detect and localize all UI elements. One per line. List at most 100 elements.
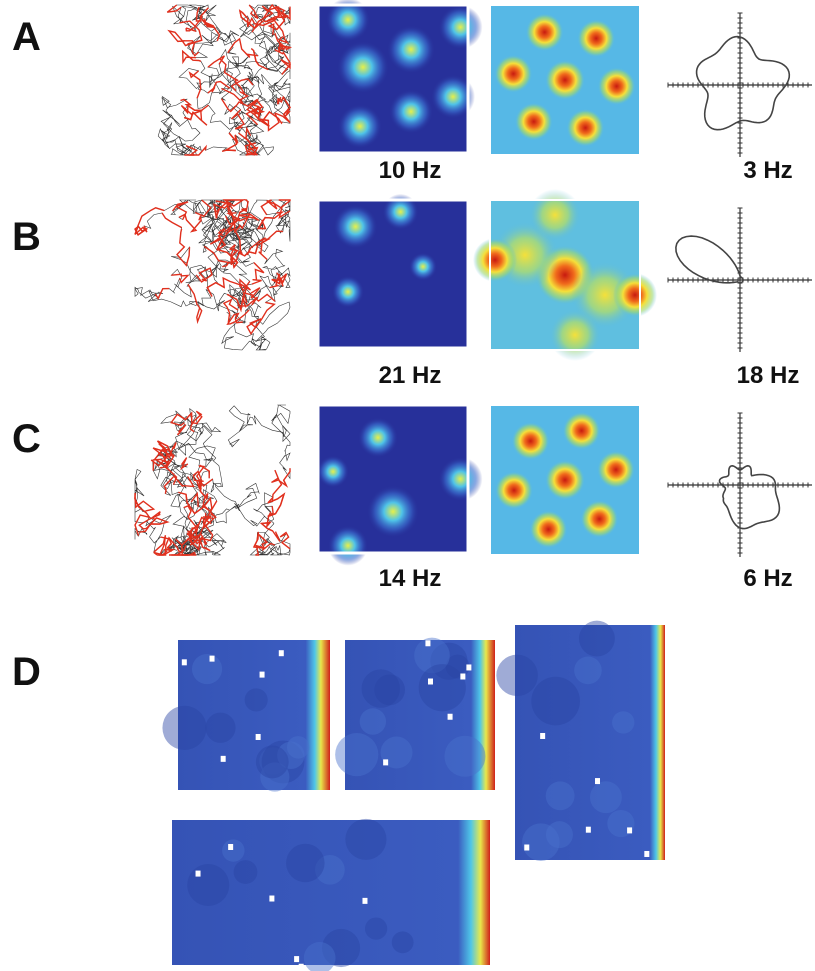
spike-path bbox=[176, 228, 191, 267]
spike-path bbox=[278, 41, 291, 53]
rate-map-edge bbox=[316, 403, 470, 555]
unvisited-bin bbox=[460, 673, 466, 680]
polar-tuning-curve bbox=[695, 35, 791, 131]
spike-path bbox=[259, 521, 281, 542]
spike-path bbox=[171, 201, 189, 220]
spike-path bbox=[281, 6, 291, 21]
rate-label: 3 Hz bbox=[743, 157, 792, 184]
rate-mottle bbox=[255, 745, 289, 779]
rate-mottle bbox=[589, 781, 622, 814]
spike-path bbox=[226, 286, 248, 313]
firing-field bbox=[389, 89, 433, 134]
rate-map bbox=[316, 403, 483, 566]
spike-path bbox=[166, 4, 182, 13]
panel-label: A bbox=[12, 15, 41, 59]
spike-path bbox=[222, 298, 239, 323]
rate-mottle bbox=[612, 711, 635, 734]
spike-path bbox=[203, 245, 231, 268]
spike-path bbox=[248, 4, 259, 20]
autocorr-peak bbox=[545, 460, 585, 500]
spike-path bbox=[209, 235, 227, 246]
trajectory-plot bbox=[134, 404, 291, 556]
firing-field bbox=[431, 74, 475, 119]
autocorrelogram bbox=[473, 189, 657, 361]
rate-mottle bbox=[286, 736, 310, 759]
unvisited-bin bbox=[466, 664, 472, 671]
rate-mottle bbox=[261, 740, 305, 784]
spike-path bbox=[173, 475, 195, 488]
spike-path bbox=[154, 287, 170, 300]
spike-path bbox=[225, 227, 243, 256]
unvisited-bin bbox=[362, 897, 368, 904]
boundary-rate-map bbox=[335, 637, 495, 790]
polar-tuning-curve bbox=[675, 235, 744, 284]
boundary-rate-map bbox=[162, 640, 330, 792]
spike-path bbox=[199, 535, 211, 552]
autocorr-peak bbox=[577, 19, 616, 58]
rate-mottle bbox=[364, 917, 388, 940]
rate-mottle bbox=[303, 942, 336, 971]
autocorr-peak bbox=[494, 54, 533, 93]
trajectory-plot bbox=[157, 3, 293, 156]
spike-path bbox=[267, 200, 282, 210]
rate-mottle bbox=[444, 735, 486, 777]
spike-path bbox=[163, 476, 174, 494]
rate-mottle bbox=[162, 705, 207, 750]
spike-path bbox=[256, 216, 275, 230]
spike-path bbox=[194, 199, 212, 218]
autocorrelogram bbox=[489, 4, 641, 156]
spike-path bbox=[199, 480, 209, 507]
spike-path bbox=[179, 457, 189, 471]
spike-path bbox=[213, 207, 221, 220]
autocorr-peak bbox=[545, 60, 585, 100]
rate-mottle bbox=[496, 654, 538, 697]
spike-path bbox=[138, 521, 168, 533]
spike-path bbox=[181, 49, 202, 65]
spike-path bbox=[241, 11, 274, 28]
autocorr-peak bbox=[566, 108, 605, 147]
spike-path bbox=[248, 301, 276, 329]
spike-path bbox=[271, 273, 282, 286]
unvisited-bin bbox=[195, 870, 201, 877]
panel-label: D bbox=[12, 650, 41, 694]
autocorr-edge bbox=[489, 404, 641, 556]
autocorr-peak bbox=[596, 450, 635, 489]
spike-path bbox=[237, 230, 283, 257]
spike-path bbox=[246, 237, 266, 256]
spike-path bbox=[159, 448, 175, 469]
autocorr-peak bbox=[495, 471, 534, 510]
spike-path bbox=[170, 411, 198, 427]
rate-mottle bbox=[315, 854, 345, 885]
unvisited-bin bbox=[585, 826, 591, 833]
unvisited-bin bbox=[209, 655, 215, 662]
autocorr-peak bbox=[511, 422, 550, 461]
rate-mottle bbox=[187, 864, 230, 907]
spike-path bbox=[206, 281, 225, 297]
spike-path bbox=[278, 199, 291, 220]
rate-mottle bbox=[244, 688, 268, 712]
spike-path bbox=[134, 497, 156, 512]
firing-field bbox=[409, 252, 437, 281]
spike-path bbox=[171, 551, 197, 556]
spike-path bbox=[251, 262, 265, 285]
rate-mottle bbox=[430, 642, 468, 680]
spike-path bbox=[260, 199, 272, 216]
polar-plot bbox=[667, 207, 812, 352]
rate-mottle bbox=[335, 733, 379, 777]
autocorr-peak bbox=[562, 411, 601, 450]
spike-path bbox=[134, 224, 148, 236]
spike-path bbox=[198, 464, 211, 479]
rate-label: 6 Hz bbox=[743, 565, 792, 592]
rate-mottle bbox=[545, 781, 575, 811]
rate-mottle bbox=[222, 839, 245, 862]
autocorr-peak bbox=[514, 102, 553, 141]
spike-path bbox=[250, 48, 260, 66]
autocorr-peak bbox=[549, 309, 601, 361]
rate-mottle bbox=[321, 928, 361, 968]
rate-map-edge bbox=[316, 198, 470, 350]
spike-path bbox=[242, 291, 254, 303]
unvisited-bin bbox=[627, 827, 633, 834]
spike-path bbox=[166, 543, 173, 552]
rate-mottle bbox=[361, 669, 401, 708]
firing-field bbox=[438, 5, 483, 50]
